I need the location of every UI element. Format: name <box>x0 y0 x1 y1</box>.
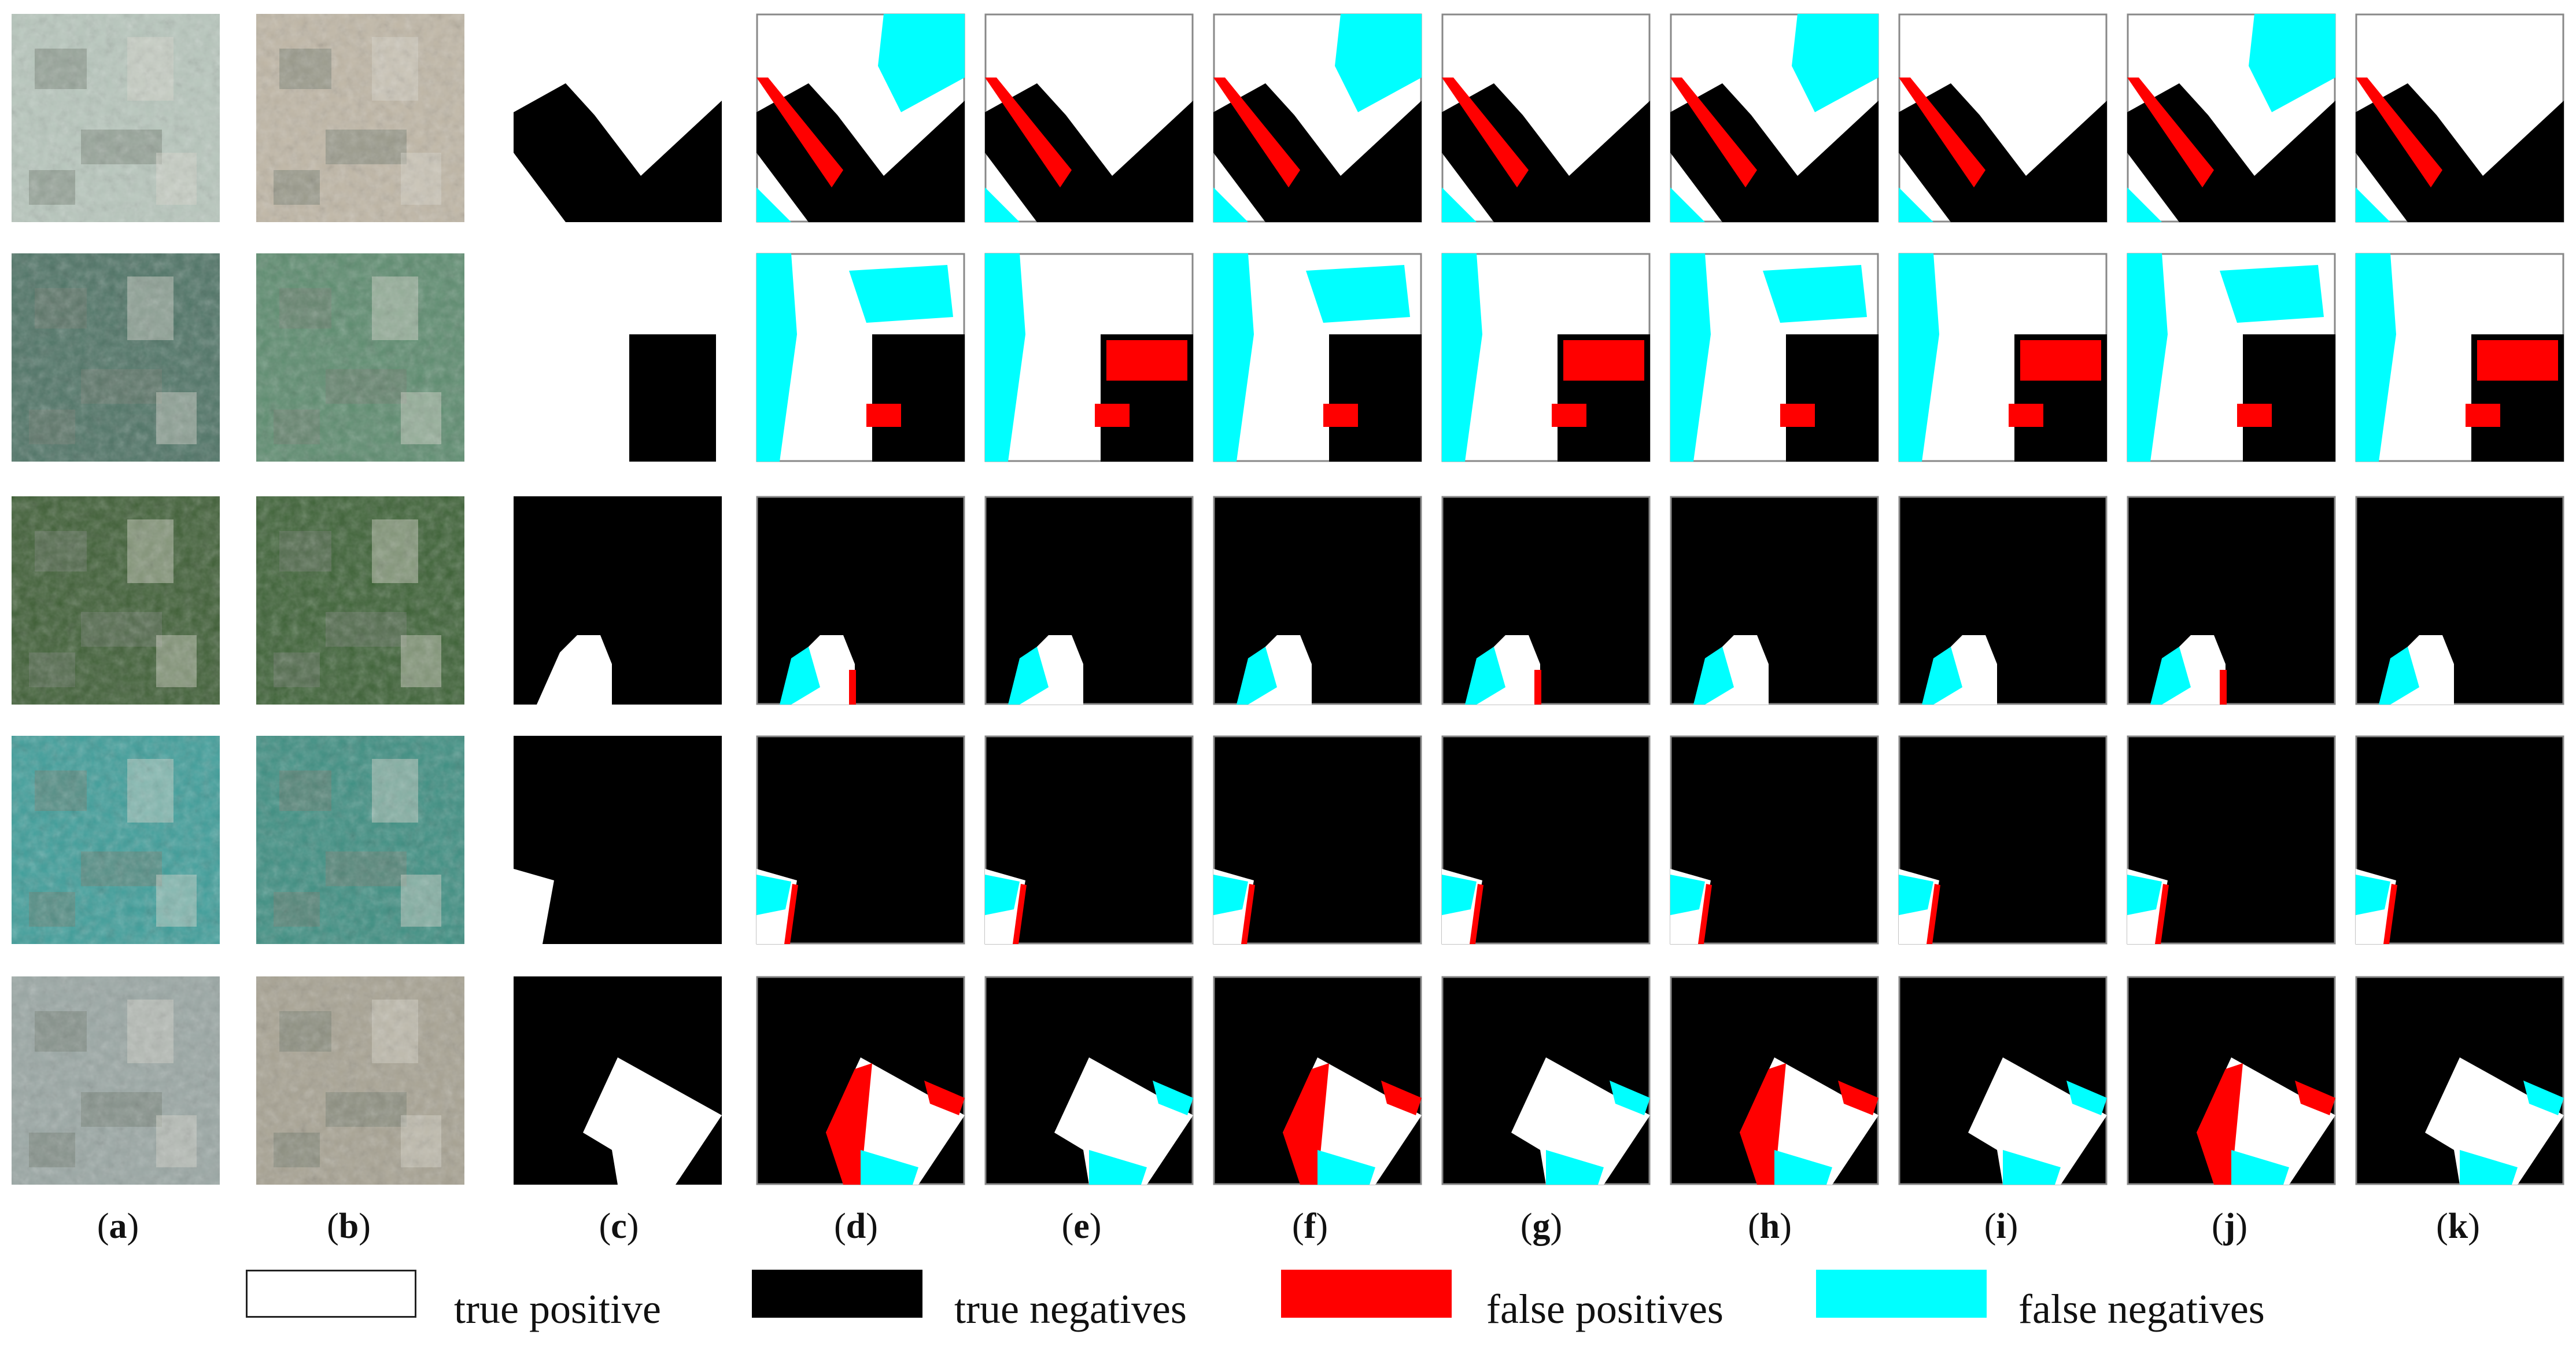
caption-f: (f) <box>1292 1207 1328 1246</box>
caption-d: (d) <box>834 1207 878 1246</box>
tile-g-row-5 <box>1441 976 1651 1185</box>
tile-b-row-5 <box>256 976 464 1185</box>
caption-k: (k) <box>2436 1207 2480 1246</box>
tile-b-row-2 <box>256 253 464 462</box>
tile-c-row-3 <box>514 496 722 705</box>
tile-g-row-2 <box>1441 253 1651 462</box>
tile-i-row-5 <box>1898 976 2108 1185</box>
caption-a: (a) <box>97 1207 139 1246</box>
tile-f-row-4 <box>1213 735 1422 945</box>
legend-swatch-true-positive <box>246 1270 416 1318</box>
caption-i: (i) <box>1984 1207 2018 1246</box>
tile-e-row-2 <box>984 253 1194 462</box>
caption-b: (b) <box>327 1207 371 1246</box>
tile-i-row-4 <box>1898 735 2108 945</box>
tile-b-row-1 <box>256 14 464 222</box>
tile-g-row-1 <box>1441 13 1651 223</box>
tile-a-row-5 <box>12 976 220 1185</box>
caption-c: (c) <box>599 1207 639 1246</box>
tile-i-row-1 <box>1898 13 2108 223</box>
tile-e-row-1 <box>984 13 1194 223</box>
tile-f-row-3 <box>1213 496 1422 705</box>
tile-j-row-1 <box>2127 13 2336 223</box>
tile-k-row-3 <box>2355 496 2564 705</box>
legend-label-true-negatives: true negatives <box>954 1286 1187 1332</box>
tile-k-row-1 <box>2355 13 2564 223</box>
tile-c-row-1 <box>514 14 722 222</box>
tile-g-row-3 <box>1441 496 1651 705</box>
tile-j-row-3 <box>2127 496 2336 705</box>
tile-a-row-2 <box>12 253 220 462</box>
tile-f-row-1 <box>1213 13 1422 223</box>
tile-d-row-4 <box>756 735 965 945</box>
tile-c-row-4 <box>514 736 722 944</box>
tile-h-row-4 <box>1670 735 1879 945</box>
caption-h: (h) <box>1748 1207 1792 1246</box>
tile-k-row-4 <box>2355 735 2564 945</box>
tile-g-row-4 <box>1441 735 1651 945</box>
tile-e-row-3 <box>984 496 1194 705</box>
tile-d-row-1 <box>756 13 965 223</box>
tile-f-row-5 <box>1213 976 1422 1185</box>
tile-b-row-3 <box>256 496 464 705</box>
tile-a-row-3 <box>12 496 220 705</box>
tile-k-row-2 <box>2355 253 2564 462</box>
tile-k-row-5 <box>2355 976 2564 1185</box>
legend-swatch-true-negatives <box>752 1270 922 1318</box>
legend-label-true-positive: true positive <box>454 1286 661 1332</box>
tile-a-row-4 <box>12 736 220 944</box>
tile-d-row-2 <box>756 253 965 462</box>
legend-label-false-positives: false positives <box>1486 1286 1724 1332</box>
tile-f-row-2 <box>1213 253 1422 462</box>
tile-c-row-2 <box>514 253 722 462</box>
tile-h-row-5 <box>1670 976 1879 1185</box>
caption-e: (e) <box>1061 1207 1102 1246</box>
legend-label-false-negatives: false negatives <box>2018 1286 2265 1332</box>
tile-b-row-4 <box>256 736 464 944</box>
tile-h-row-1 <box>1670 13 1879 223</box>
legend-swatch-false-positives <box>1281 1270 1452 1318</box>
legend-swatch-false-negatives <box>1816 1270 1987 1318</box>
tile-c-row-5 <box>514 976 722 1185</box>
tile-d-row-5 <box>756 976 965 1185</box>
tile-h-row-2 <box>1670 253 1879 462</box>
tile-i-row-2 <box>1898 253 2108 462</box>
caption-g: (g) <box>1520 1207 1563 1246</box>
tile-j-row-5 <box>2127 976 2336 1185</box>
tile-i-row-3 <box>1898 496 2108 705</box>
tile-a-row-1 <box>12 14 220 222</box>
tile-e-row-4 <box>984 735 1194 945</box>
caption-j: (j) <box>2212 1207 2247 1246</box>
tile-d-row-3 <box>756 496 965 705</box>
tile-j-row-4 <box>2127 735 2336 945</box>
tile-e-row-5 <box>984 976 1194 1185</box>
tile-h-row-3 <box>1670 496 1879 705</box>
tile-j-row-2 <box>2127 253 2336 462</box>
